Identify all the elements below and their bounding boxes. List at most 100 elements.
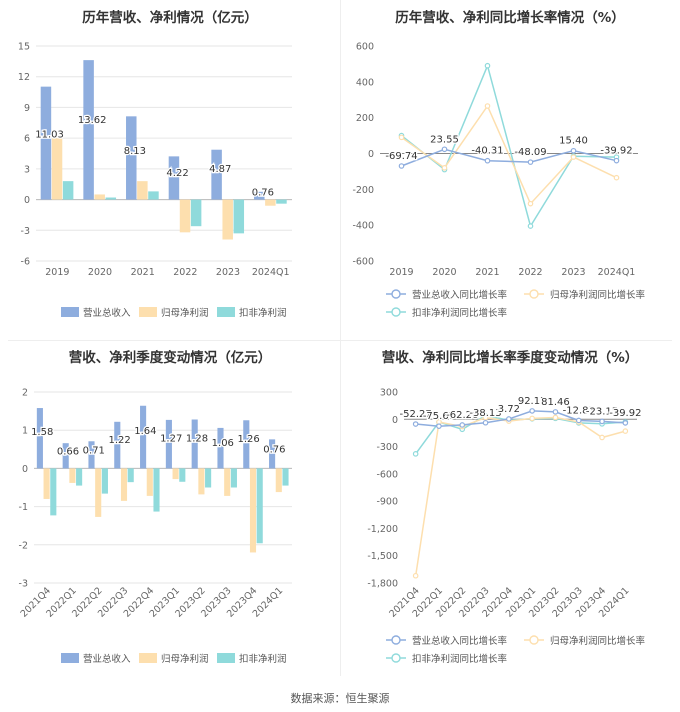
data-label: 0.76	[252, 187, 274, 198]
legend-marker	[391, 307, 401, 317]
bar-归母净利润	[224, 468, 231, 496]
data-label: 1.64	[134, 426, 156, 437]
data-label: 23.55	[430, 134, 459, 145]
y-tick-label: -1,800	[367, 579, 398, 590]
legend-label: 扣非净利润同比增长率	[412, 307, 508, 319]
bar-归母净利润	[137, 181, 148, 200]
data-point	[622, 428, 629, 434]
bar-扣非净利润	[230, 468, 237, 488]
bar-归母净利润	[265, 199, 276, 206]
data-point	[613, 157, 620, 164]
bar-扣非净利润	[105, 197, 117, 200]
y-tick-label: -900	[376, 497, 398, 508]
y-tick-label: 0	[392, 415, 398, 426]
data-point	[575, 417, 582, 424]
quarterly-growth-chart: -1,800-1,500-1,200-900-600-30003002021Q4…	[367, 388, 646, 666]
legend-label: 营业总收入	[83, 307, 131, 319]
data-point	[552, 414, 559, 421]
data-label: -40.31	[471, 146, 503, 157]
data-label: -48.09	[514, 147, 546, 158]
bar-扣非净利润	[205, 468, 212, 488]
data-point	[484, 103, 491, 109]
data-point	[570, 154, 577, 160]
data-label: 1.22	[108, 435, 130, 446]
x-tick-label: 2024Q1	[598, 267, 636, 278]
bar-营业总收入	[88, 441, 95, 469]
legend-label: 归母净利润	[161, 307, 209, 319]
bar-归母净利润	[222, 199, 233, 240]
bar-营业总收入	[165, 419, 172, 469]
series-line-扣非净利润同比增长率	[401, 63, 617, 228]
bar-扣非净利润	[282, 468, 289, 486]
data-label: -62.26	[446, 410, 478, 421]
data-point	[398, 163, 405, 169]
data-label: 8.13	[124, 146, 146, 157]
chart-title: 营收、净利季度变动情况（亿元）	[68, 350, 272, 366]
data-label: 1.28	[186, 434, 208, 445]
data-label: 11.03	[35, 129, 64, 140]
bar-归母净利润	[69, 468, 76, 483]
bar-扣非净利润	[276, 199, 287, 204]
bar-归母净利润	[146, 468, 153, 496]
series-line-营业总收入同比增长率	[401, 148, 617, 167]
data-label: 1.06	[212, 438, 234, 449]
y-tick-label: 6	[24, 134, 30, 145]
y-tick-label: -300	[376, 442, 398, 453]
y-tick-label: 600	[356, 42, 374, 53]
bar-归母净利润	[94, 194, 105, 200]
series-line-归母净利润同比增长率	[414, 416, 626, 576]
vertical-separator	[340, 0, 341, 676]
bar-营业总收入	[211, 149, 222, 200]
annual-revenue-profit-panel: 历年营收、净利情况（亿元） -6 -3 0 3 6 9 12 15 2019 2020 2021 20…	[0, 0, 340, 340]
data-point	[529, 415, 535, 422]
y-tick-label: 9	[24, 103, 30, 114]
x-tick-label: 2020	[88, 267, 112, 278]
bar-归母净利润	[198, 468, 205, 495]
y-tick-label: 12	[18, 72, 30, 83]
data-point	[436, 423, 442, 429]
data-label: -38.13	[469, 408, 501, 419]
y-tick-label: 15	[18, 42, 30, 53]
series-line-营业总收入同比增长率	[415, 410, 626, 427]
data-label: 15.40	[559, 136, 588, 147]
x-tick-label: 2021	[131, 267, 155, 278]
data-label: 0.66	[57, 447, 79, 458]
legend-label: 归母净利润同比增长率	[550, 635, 646, 647]
bar-扣非净利润	[101, 468, 108, 494]
y-tick-label: 200	[356, 113, 374, 124]
y-tick-label: 300	[380, 388, 398, 399]
data-point	[527, 159, 534, 165]
legend-swatch	[139, 653, 157, 663]
series-line-归母净利润同比增长率	[401, 104, 617, 206]
bar-营业总收入	[83, 60, 94, 200]
data-point	[552, 409, 559, 415]
y-tick-label: -2	[19, 540, 28, 551]
y-tick-label: -1	[19, 502, 28, 513]
legend-swatch	[61, 653, 79, 663]
x-tick-label: 2020	[432, 267, 456, 278]
bar-营业总收入	[36, 408, 43, 469]
data-label: -75.67	[423, 411, 455, 422]
chart-title: 营收、净利同比增长率季度变动情况（%）	[381, 350, 639, 366]
data-label: 13.62	[78, 115, 107, 126]
bar-扣非净利润	[256, 468, 263, 544]
x-tick-label: 2021	[475, 267, 499, 278]
bar-扣非净利润	[148, 191, 159, 200]
legend-marker	[529, 289, 539, 299]
bar-营业总收入	[140, 405, 147, 469]
bar-归母净利润	[172, 468, 179, 480]
data-point	[441, 165, 448, 171]
quarterly-growth-panel: 营收、净利同比增长率季度变动情况（%） -1,800 -1,500 -1,200 -9…	[340, 340, 680, 680]
bar-营业总收入	[114, 421, 121, 469]
y-tick-label: -600	[376, 469, 398, 480]
y-tick-label: 3	[24, 164, 30, 175]
bar-归母净利润	[179, 199, 191, 233]
bar-扣非净利润	[179, 468, 186, 482]
data-point	[527, 200, 534, 207]
data-point	[482, 419, 489, 426]
data-point	[412, 451, 419, 457]
data-label: 0.76	[263, 444, 285, 455]
data-label: 1.27	[160, 434, 182, 445]
annual-growth-chart: -600 -400 -200 0 200 400 600 2019 2020 2021 2022 20…	[352, 42, 645, 320]
bar-扣非净利润	[50, 468, 57, 516]
